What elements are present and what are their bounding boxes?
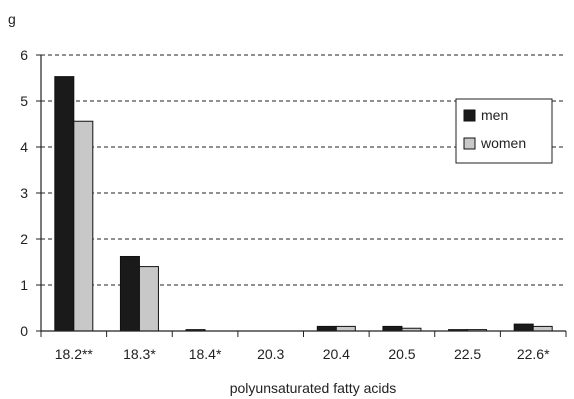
y-tick-label: 4 [20,139,28,155]
x-tick-label: 18.3* [123,346,156,362]
bar-women-5 [335,325,356,332]
x-tick-label: 18.4* [189,346,222,362]
x-tick-label: 20.4 [323,346,350,362]
legend-label-men: men [481,107,508,123]
x-tick-labels: 18.2** 18.3* 18.4* 20.3 20.4 20.5 22.5 22.6* [55,346,550,362]
y-tick-label: 5 [20,93,28,109]
y-tick-label: 1 [20,277,28,293]
gridlines [41,54,566,286]
bar-women-8 [532,325,553,332]
bar-men-6 [382,325,403,332]
y-axis-label: g [8,11,16,27]
x-tick-label: 20.5 [388,346,415,362]
x-axis-label: polyunsaturated fatty acids [230,380,397,396]
y-tick-labels: 0 1 2 3 4 5 6 [20,47,28,339]
y-tick-label: 2 [20,231,28,247]
legend-swatch-men [463,109,476,122]
axes [36,54,567,337]
x-tick-label: 22.6* [517,346,550,362]
legend-label-women: women [480,135,526,151]
y-tick-label: 0 [20,323,28,339]
legend-swatch-women [463,137,476,150]
x-tick-label: 20.3 [257,346,284,362]
bar-men-5 [316,325,337,332]
bar-men-1 [54,76,75,332]
y-tick-label: 6 [20,47,28,63]
y-tick-label: 3 [20,185,28,201]
x-tick-label: 22.5 [454,346,481,362]
legend: men women [455,98,553,164]
bar-men-2 [119,255,140,332]
bar-women-2 [138,266,159,332]
bar-women-1 [73,120,94,332]
x-tick-label: 18.2** [55,346,94,362]
bar-men-8 [513,323,534,332]
